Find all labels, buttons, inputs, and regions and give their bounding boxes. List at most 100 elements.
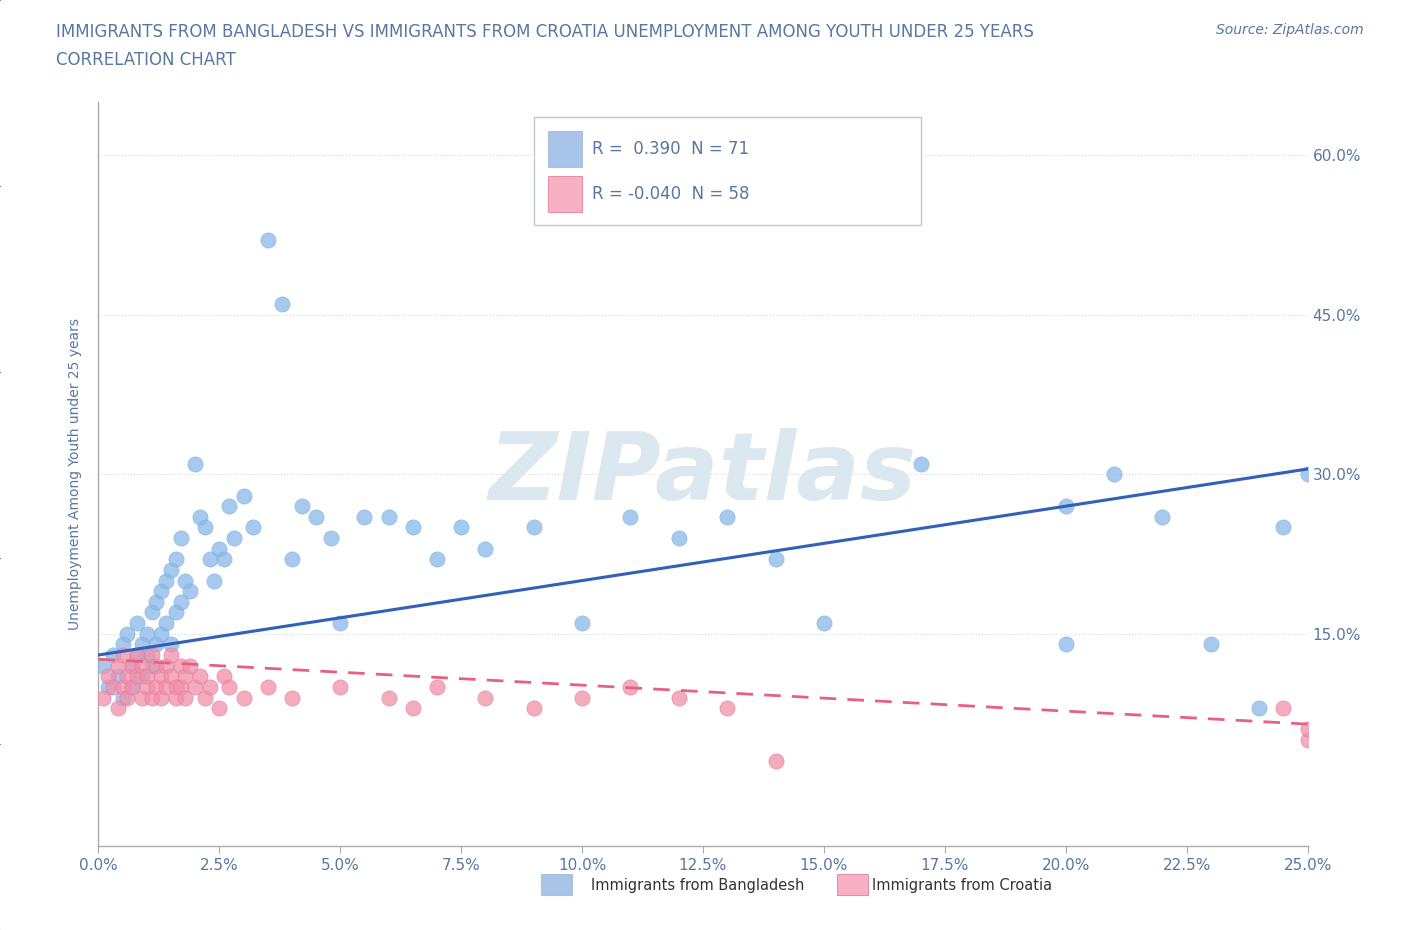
- Point: [619, 510, 641, 525]
- Point: [127, 669, 149, 684]
- Point: [716, 510, 738, 525]
- Point: [91, 658, 114, 673]
- Point: [910, 457, 932, 472]
- Point: [127, 647, 149, 662]
- Point: [97, 680, 120, 695]
- Bar: [548, 176, 582, 212]
- Point: [145, 594, 167, 609]
- Point: [281, 690, 304, 705]
- Point: [141, 658, 163, 673]
- Point: [188, 669, 211, 684]
- Point: [111, 690, 134, 705]
- Point: [208, 541, 231, 556]
- Point: [141, 690, 163, 705]
- Point: [111, 647, 134, 662]
- Point: [256, 233, 278, 248]
- Point: [145, 637, 167, 652]
- Point: [165, 680, 187, 695]
- Point: [121, 680, 143, 695]
- Point: [188, 510, 211, 525]
- Point: [523, 520, 546, 535]
- Text: CORRELATION CHART: CORRELATION CHART: [56, 51, 236, 69]
- Point: [212, 551, 235, 566]
- Point: [169, 594, 191, 609]
- Point: [127, 647, 149, 662]
- Bar: [837, 874, 868, 895]
- Point: [426, 680, 449, 695]
- Point: [765, 551, 787, 566]
- Point: [426, 551, 449, 566]
- Text: Source: ZipAtlas.com: Source: ZipAtlas.com: [1216, 23, 1364, 37]
- Point: [1249, 700, 1271, 715]
- Point: [160, 669, 183, 684]
- Point: [1272, 520, 1295, 535]
- Point: [218, 498, 240, 513]
- Point: [571, 690, 593, 705]
- Point: [523, 700, 546, 715]
- Point: [212, 669, 235, 684]
- Point: [135, 669, 157, 684]
- Point: [150, 669, 173, 684]
- Point: [619, 680, 641, 695]
- Point: [160, 563, 183, 578]
- Point: [184, 457, 207, 472]
- Text: ZIPatlas: ZIPatlas: [489, 429, 917, 520]
- Point: [474, 690, 496, 705]
- Point: [121, 658, 143, 673]
- Point: [160, 637, 183, 652]
- Point: [319, 531, 342, 546]
- Point: [198, 551, 221, 566]
- Point: [150, 626, 173, 641]
- Y-axis label: Unemployment Among Youth under 25 years: Unemployment Among Youth under 25 years: [69, 318, 83, 631]
- Bar: [548, 131, 582, 167]
- Point: [155, 658, 177, 673]
- Point: [353, 510, 375, 525]
- Point: [179, 584, 201, 599]
- Point: [179, 658, 201, 673]
- Point: [668, 531, 690, 546]
- Point: [131, 690, 153, 705]
- Point: [1102, 467, 1125, 482]
- Point: [145, 680, 167, 695]
- Point: [1054, 637, 1077, 652]
- Point: [155, 616, 177, 631]
- Point: [1296, 467, 1319, 482]
- Point: [135, 647, 157, 662]
- Point: [117, 669, 139, 684]
- Point: [97, 669, 120, 684]
- Point: [165, 551, 187, 566]
- Bar: [541, 874, 572, 895]
- Point: [377, 690, 399, 705]
- Text: R = -0.040  N = 58: R = -0.040 N = 58: [592, 185, 749, 203]
- Point: [169, 531, 191, 546]
- Point: [1152, 510, 1174, 525]
- Point: [329, 616, 352, 631]
- Point: [281, 551, 304, 566]
- Point: [765, 754, 787, 769]
- Point: [141, 647, 163, 662]
- Point: [329, 680, 352, 695]
- Point: [402, 520, 425, 535]
- Point: [222, 531, 245, 546]
- Point: [1296, 733, 1319, 748]
- Point: [111, 680, 134, 695]
- Point: [174, 669, 197, 684]
- Point: [141, 605, 163, 620]
- Point: [101, 647, 124, 662]
- Point: [131, 637, 153, 652]
- Point: [402, 700, 425, 715]
- Point: [1199, 637, 1222, 652]
- Point: [135, 626, 157, 641]
- Point: [232, 488, 254, 503]
- Point: [169, 680, 191, 695]
- Point: [194, 690, 217, 705]
- Point: [145, 658, 167, 673]
- Point: [121, 680, 143, 695]
- Point: [377, 510, 399, 525]
- Point: [813, 616, 835, 631]
- Point: [242, 520, 264, 535]
- Point: [1272, 700, 1295, 715]
- Point: [107, 669, 129, 684]
- Point: [91, 690, 114, 705]
- Point: [290, 498, 312, 513]
